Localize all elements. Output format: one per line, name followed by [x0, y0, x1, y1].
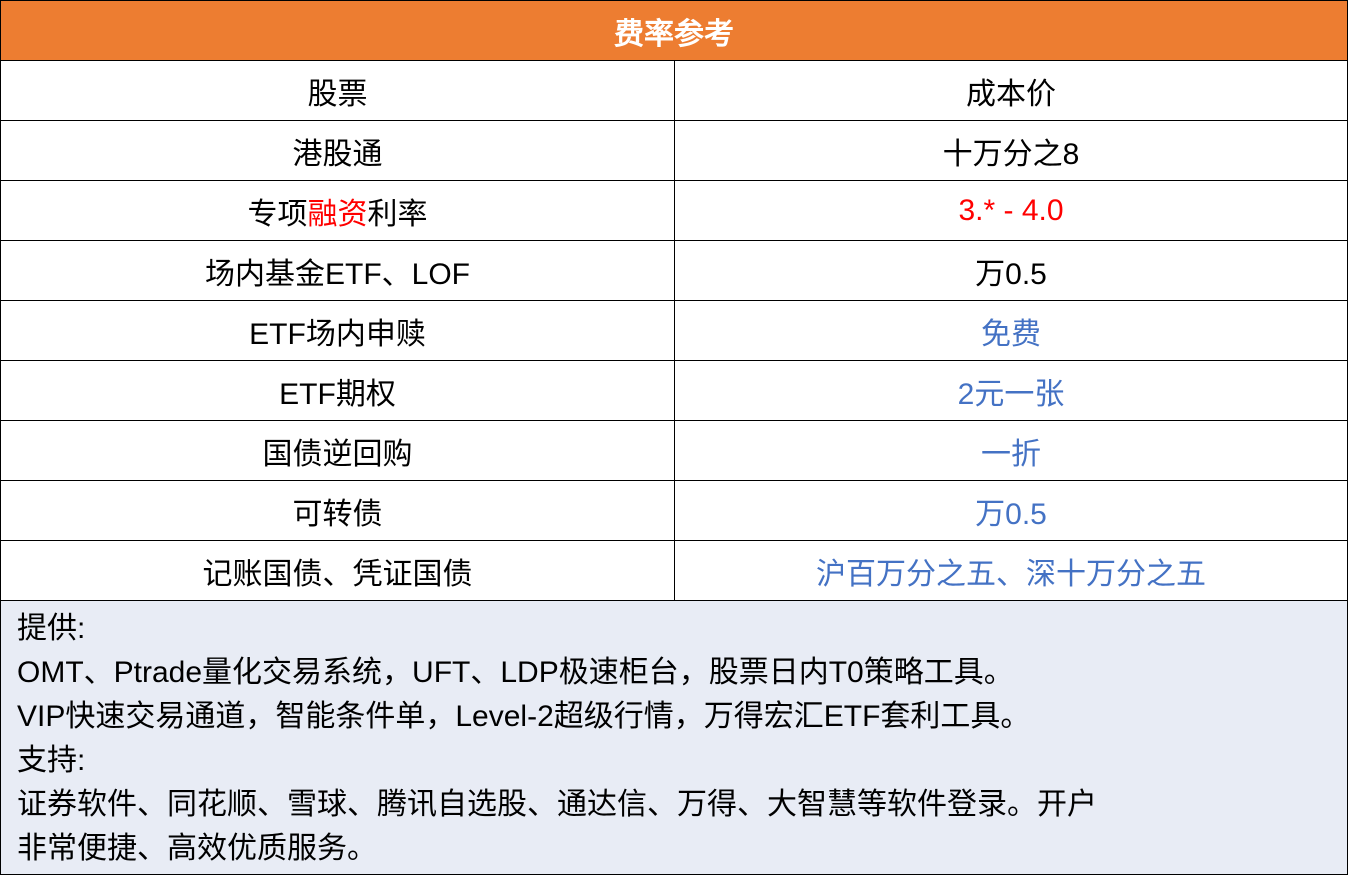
highlight-text: 融资: [307, 197, 368, 231]
footer-line: OMT、Ptrade量化交易系统，UFT、LDP极速柜台，股票日内T0策略工具。: [17, 656, 1014, 689]
row: 记账国债、凭证国债 沪百万分之五、深十万分之五: [1, 541, 1347, 601]
row: 可转债 万0.5: [1, 481, 1347, 541]
cell: 场内基金ETF、LOF: [1, 241, 675, 300]
cell: 可转债: [1, 481, 675, 540]
row: 场内基金ETF、LOF 万0.5: [1, 241, 1347, 301]
header-cell: 股票: [1, 61, 675, 120]
text: 专项: [247, 197, 308, 231]
footer-line: VIP快速交易通道，智能条件单，Level-2超级行情，万得宏汇ETF套利工具。: [17, 700, 1031, 733]
footer-line: 支持:: [17, 744, 86, 777]
cell: 国债逆回购: [1, 421, 675, 480]
cell: 沪百万分之五、深十万分之五: [816, 557, 1206, 591]
cell: 记账国债、凭证国债: [1, 541, 675, 600]
row: ETF期权 2元一张: [1, 361, 1347, 421]
cell: 十万分之8: [942, 137, 1080, 171]
cell: 港股通: [1, 121, 675, 180]
cell: 2元一张: [957, 377, 1065, 411]
cell: ETF场内申赎: [1, 301, 675, 360]
row: 国债逆回购 一折: [1, 421, 1347, 481]
row: 专项 融资 利率 3.* - 4.0: [1, 181, 1347, 241]
footer-line: 提供:: [17, 612, 86, 645]
cell: 专项 融资 利率: [1, 181, 675, 240]
cell: 3.* - 4.0: [958, 193, 1064, 227]
header-cell: 成本价: [966, 77, 1056, 111]
title: 费率参考: [1, 1, 1347, 61]
cell: 万0.5: [975, 497, 1047, 531]
header-row: 股票 成本价: [1, 61, 1347, 121]
cell: 免费: [981, 317, 1041, 351]
row: ETF场内申赎 免费: [1, 301, 1347, 361]
cell: ETF期权: [1, 361, 675, 420]
footer-line: 非常便捷、高效优质服务。: [17, 832, 377, 865]
text: 利率: [367, 197, 428, 231]
footer-note: 提供: OMT、Ptrade量化交易系统，UFT、LDP极速柜台，股票日内T0策…: [1, 601, 1347, 874]
cell: 一折: [981, 437, 1041, 471]
cell: 万0.5: [975, 257, 1047, 291]
row: 港股通 十万分之8: [1, 121, 1347, 181]
footer-line: 证券软件、同花顺、雪球、腾讯自选股、通达信、万得、大智慧等软件登录。开户: [17, 788, 1097, 821]
